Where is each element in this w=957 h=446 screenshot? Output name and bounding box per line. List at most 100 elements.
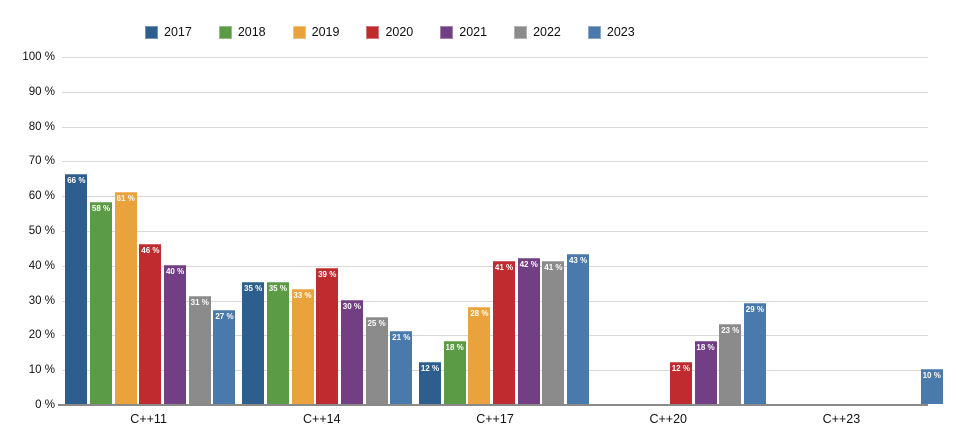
bar-2020-cpp20: 12 % (669, 362, 692, 404)
y-axis-tick-label: 100 % (22, 51, 55, 63)
legend-item-2022: 2022 (514, 26, 561, 39)
bar-slot (821, 56, 846, 404)
gridline (62, 231, 928, 232)
y-axis-tick-label: 40 % (28, 259, 55, 272)
bar-slot: 25 % (364, 56, 389, 404)
bar-value-label: 23 % (721, 325, 740, 335)
bar-2021-cpp20: 18 % (694, 341, 717, 404)
bar-value-label: 58 % (91, 204, 111, 214)
bar-slot: 35 % (266, 56, 291, 404)
gridline (62, 126, 928, 128)
bar-value-label: 12 % (671, 364, 690, 374)
bar-slot: 46 % (138, 56, 163, 404)
bar-2017-cpp11: 66 % (65, 174, 88, 404)
x-axis-line (58, 404, 928, 406)
x-axis-label-cpp20: C++20 (649, 412, 687, 426)
bar-value-label: 18 % (696, 343, 715, 353)
bar-value-label: 33 % (293, 291, 312, 301)
bar-slot: 39 % (315, 56, 340, 404)
bar-value-label: 10 % (922, 371, 941, 381)
bar-value-label: 61 % (116, 193, 135, 203)
y-axis-tick-label: 90 % (28, 85, 55, 98)
bar-slot: 41 % (492, 56, 517, 404)
bar-2017-cpp14: 35 % (242, 282, 265, 404)
legend-swatch-icon (366, 26, 380, 39)
y-axis-tick-label: 70 % (28, 155, 55, 168)
bar-value-label: 40 % (165, 266, 185, 276)
bar-slot: 35 % (241, 56, 266, 404)
legend-swatch-icon (587, 26, 601, 39)
legend-item-2021: 2021 (440, 26, 487, 39)
bar-slot: 10 % (919, 56, 944, 404)
gridline (62, 91, 928, 93)
bar-slot: 58 % (89, 56, 114, 404)
x-axis-label-cpp23: C++23 (822, 412, 861, 426)
bar-slot (845, 56, 870, 404)
bar-2019-cpp11: 61 % (114, 191, 137, 404)
legend-swatch-icon (440, 26, 454, 39)
bar-group-cpp11: 66 % 58 % 61 % 46 % 40 % 31 % 27 % (62, 56, 239, 404)
bar-value-label: 43 % (568, 256, 588, 266)
legend-item-label: 2021 (459, 25, 488, 39)
bar-slot: 66 % (64, 56, 89, 404)
bar-slot (644, 56, 669, 404)
y-axis-tick-label: 30 % (28, 294, 55, 307)
bar-2020-cpp11: 46 % (139, 243, 162, 404)
bar-value-label: 41 % (544, 263, 563, 273)
bar-2020-cpp14: 39 % (316, 268, 339, 404)
bar-2023-cpp11: 27 % (213, 310, 236, 404)
gridline (62, 196, 928, 198)
bar-slot: 21 % (389, 56, 414, 404)
bar-slot: 41 % (541, 56, 566, 404)
bar-2021-cpp17: 42 % (517, 257, 540, 404)
bar-value-label: 12 % (420, 364, 440, 374)
bar-group-cpp23: 10 % (769, 56, 946, 404)
legend: 2017 2018 2019 2020 2021 2022 2023 (145, 26, 635, 39)
bar-slot: 30 % (340, 56, 365, 404)
bar-slot: 42 % (516, 56, 541, 404)
bar-2022-cpp11: 31 % (188, 296, 211, 404)
gridline (62, 161, 928, 163)
bar-2020-cpp17: 41 % (493, 261, 516, 404)
bar-2019-cpp14: 33 % (291, 289, 314, 404)
bar-slot (895, 56, 920, 404)
bar-slot: 18 % (442, 56, 467, 404)
legend-item-label: 2018 (237, 25, 266, 39)
bar-value-label: 41 % (494, 263, 514, 273)
y-axis-tick-label: 60 % (28, 190, 55, 203)
bar-value-label: 18 % (445, 343, 464, 353)
y-axis-tick-label: 0 % (35, 399, 55, 411)
bar-2021-cpp14: 30 % (340, 299, 363, 404)
bar-2018-cpp11: 58 % (90, 202, 113, 404)
legend-item-label: 2019 (311, 25, 340, 39)
bar-value-label: 46 % (141, 245, 160, 255)
bar-slot: 31 % (187, 56, 212, 404)
bar-slot: 23 % (718, 56, 743, 404)
bar-slot: 12 % (418, 56, 443, 404)
y-axis-tick-label: 80 % (28, 120, 55, 133)
bar-slot: 43 % (566, 56, 591, 404)
bar-slot (619, 56, 644, 404)
bar-2019-cpp17: 28 % (468, 306, 491, 404)
bar-2022-cpp20: 23 % (719, 323, 742, 404)
bar-slot: 18 % (693, 56, 718, 404)
gridline (62, 57, 928, 58)
plot-area: 66 % 58 % 61 % 46 % 40 % 31 % 27 % 35 % 35 % 33 %… (58, 56, 943, 406)
bar-value-label: 35 % (244, 284, 263, 294)
bar-slot: 27 % (212, 56, 237, 404)
bar-2022-cpp14: 25 % (365, 317, 388, 404)
legend-item-2020: 2020 (366, 26, 413, 39)
y-axis-tick-label: 20 % (28, 329, 55, 342)
bar-slot: 12 % (669, 56, 694, 404)
x-axis: C++11 C++14 C++17 C++20 C++23 (62, 412, 928, 426)
bar-2022-cpp17: 41 % (542, 261, 565, 404)
bar-slot (771, 56, 796, 404)
bar-slot (870, 56, 895, 404)
bar-value-label: 31 % (190, 298, 209, 308)
legend-swatch-icon (514, 26, 528, 39)
bar-2023-cpp23: 10 % (920, 369, 943, 404)
bar-value-label: 42 % (519, 259, 538, 269)
bar-2023-cpp14: 21 % (390, 330, 413, 404)
bar-2021-cpp11: 40 % (164, 264, 187, 404)
